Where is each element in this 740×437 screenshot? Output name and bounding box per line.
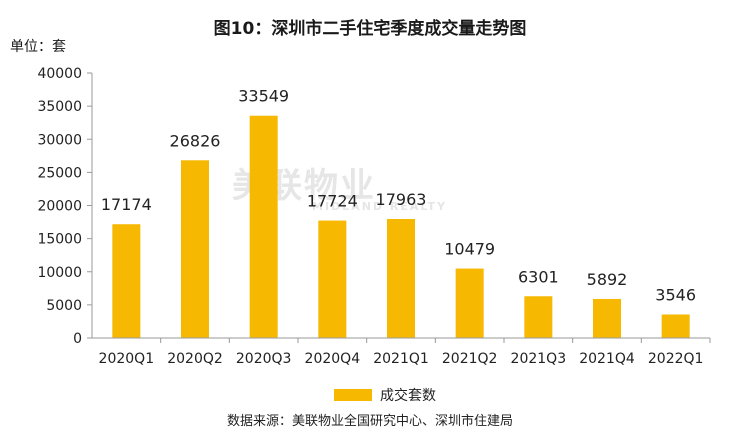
source-note: 数据来源：美联物业全国研究中心、深圳市住建局 <box>226 414 513 429</box>
x-tick-label: 2020Q2 <box>167 351 223 367</box>
x-tick-label: 2022Q1 <box>648 351 704 367</box>
bar <box>318 220 347 338</box>
legend: 成交套数 <box>334 385 436 405</box>
chart-title: 图10：深圳市二手住宅季度成交量走势图 <box>213 19 527 39</box>
bars <box>112 115 690 338</box>
bar <box>387 218 415 338</box>
x-tick-label: 2020Q1 <box>99 351 155 367</box>
y-tick-label: 30000 <box>37 132 82 148</box>
bar-value-label: 6301 <box>518 267 559 286</box>
x-tick-label: 2021Q4 <box>579 351 635 367</box>
y-tick-label: 0 <box>73 331 82 347</box>
bar <box>661 314 690 338</box>
bar-value-label: 17174 <box>101 195 152 214</box>
bar <box>524 296 553 338</box>
unit-label: 单位：套 <box>10 39 66 55</box>
bar-value-label: 33549 <box>238 87 289 106</box>
bar <box>455 268 484 338</box>
y-tick-label: 15000 <box>37 232 82 248</box>
bar-value-label: 3546 <box>655 286 696 305</box>
bar <box>112 224 141 338</box>
bar-value-label: 17724 <box>307 192 358 211</box>
legend-swatch <box>334 389 372 401</box>
bar-value-label: 10479 <box>444 240 495 259</box>
y-tick-label: 25000 <box>37 165 82 181</box>
y-tick-label: 35000 <box>37 99 82 115</box>
bar-value-label: 17963 <box>376 190 427 209</box>
bar <box>181 160 209 338</box>
y-tick-label: 20000 <box>37 199 82 215</box>
y-tick-label: 40000 <box>37 66 82 82</box>
x-tick-label: 2020Q4 <box>305 351 361 367</box>
bar-value-labels: 17174 26826 33549 17724 17963 10479 6301 5892 35… <box>101 87 696 305</box>
y-tick-label: 5000 <box>46 298 82 314</box>
bar-value-label: 26826 <box>170 131 221 150</box>
legend-label: 成交套数 <box>380 388 436 404</box>
x-axis: 2020Q1 2020Q2 2020Q3 2020Q4 2021Q1 2021Q2 2021… <box>92 337 711 367</box>
y-axis: 0 5000 10000 15000 20000 25000 30000 35000 40000 <box>37 66 93 347</box>
x-tick-label: 2020Q3 <box>236 351 292 367</box>
bar <box>593 298 621 338</box>
x-tick-label: 2021Q3 <box>511 351 567 367</box>
x-tick-label: 2021Q2 <box>442 351 498 367</box>
y-tick-label: 10000 <box>37 265 82 281</box>
x-tick-label: 2021Q1 <box>373 351 429 367</box>
bar <box>249 115 278 338</box>
bar-value-label: 5892 <box>587 270 628 289</box>
